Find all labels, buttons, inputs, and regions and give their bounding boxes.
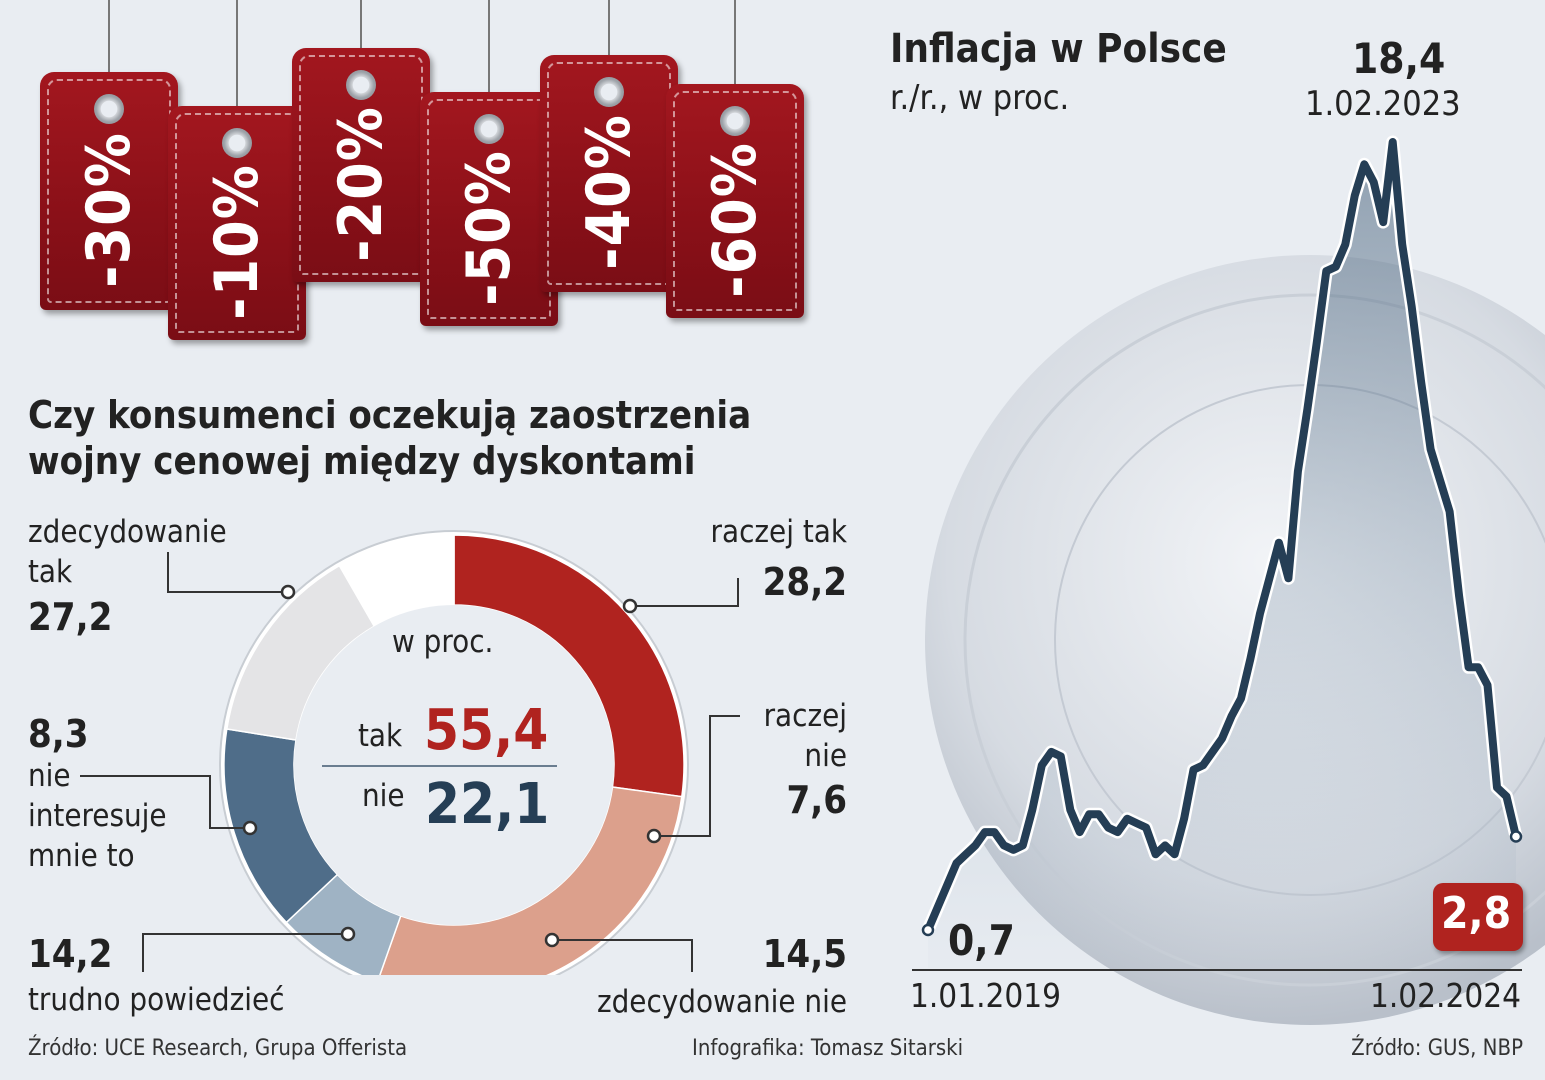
label-nie-interesuje-line3: mnie to (28, 838, 135, 874)
label-raczej-nie-line1: raczej (763, 698, 847, 734)
label-zdecydowanie-tak-line1: zdecydowanie (28, 514, 227, 550)
inflation-area (928, 142, 1516, 968)
inflation-title: Inflacja w Polsce (890, 26, 1227, 72)
price-tags-illustration: -30% -10% -20% -50% -40% -60% (0, 0, 830, 360)
inflation-start-point (921, 923, 935, 937)
label-nie-interesuje-line2: interesuje (28, 798, 167, 834)
tag-eyelet (594, 77, 624, 107)
price-tag: -30% (40, 72, 178, 310)
leader-dot-raczej-nie (646, 828, 662, 844)
tag-string (608, 0, 610, 91)
price-tag: -10% (168, 106, 306, 340)
tag-eyelet (720, 106, 750, 136)
tag-string (236, 0, 238, 142)
label-raczej-tak: raczej tak (710, 514, 847, 550)
yes-value: 55,4 (424, 698, 549, 763)
label-nie-interesuje-line1: nie (28, 758, 71, 794)
price-tag: -60% (666, 84, 804, 318)
label-zdecydowanie-tak: zdecydowanie tak (28, 512, 227, 592)
tag-stitching (673, 91, 797, 311)
label-raczej-nie-line2: nie (804, 738, 847, 774)
label-raczej-nie: raczej nie (764, 696, 847, 776)
leader-dot-zdecydowanie-tak (280, 584, 296, 600)
survey-title-line2: wojny cenowej między dyskontami (28, 439, 696, 483)
x-start-label: 1.01.2019 (910, 976, 1062, 1015)
leader-dot-nie-interesuje (242, 820, 258, 836)
peak-date: 1.02.2023 (1305, 84, 1461, 124)
value-zdecydowanie-nie: 14,5 (762, 932, 847, 976)
price-tag: -20% (292, 48, 430, 282)
peak-value: 18,4 (1352, 34, 1446, 83)
value-raczej-nie: 7,6 (786, 778, 847, 822)
inflation-source: Źródło: GUS, NBP (1351, 1036, 1523, 1061)
label-trudno: trudno powiedzieć (28, 982, 285, 1018)
tag-eyelet (474, 114, 504, 144)
coin-rim (963, 293, 1545, 987)
end-value: 2,8 (1441, 888, 1512, 939)
label-nie-interesuje: nie interesuje mnie to (28, 756, 167, 876)
tag-eyelet (346, 70, 376, 100)
survey-title: Czy konsumenci oczekują zaostrzenia wojn… (28, 392, 751, 484)
value-zdecydowanie-tak: 27,2 (28, 595, 113, 639)
survey-title-line1: Czy konsumenci oczekują zaostrzenia (28, 393, 752, 437)
inflation-subtitle: r./r., w proc. (890, 78, 1070, 118)
price-tag: -40% (540, 55, 678, 292)
tag-string (360, 0, 362, 84)
leader-dot-zdecydowanie-nie (544, 932, 560, 948)
no-value: 22,1 (425, 772, 550, 837)
label-zdecydowanie-tak-line2: tak (28, 554, 73, 590)
yes-label: tak (358, 718, 403, 754)
inflation-end-point (1509, 830, 1523, 843)
value-trudno: 14,2 (28, 932, 113, 976)
leader-dot-raczej-tak (622, 598, 638, 614)
leader-dot-trudno (340, 926, 356, 942)
start-value: 0,7 (948, 916, 1015, 965)
no-label: nie (362, 778, 405, 814)
credit: Infografika: Tomasz Sitarski (692, 1036, 964, 1061)
tag-eyelet (94, 94, 124, 124)
tag-string (488, 0, 490, 128)
inflation-line (924, 138, 1520, 932)
tag-eyelet (222, 128, 252, 158)
value-raczej-tak: 28,2 (762, 560, 847, 604)
label-zdecydowanie-nie: zdecydowanie nie (596, 984, 847, 1020)
value-nie-interesuje: 8,3 (28, 712, 89, 756)
tag-string (108, 0, 110, 108)
donut-chart (219, 530, 689, 975)
center-divider (322, 765, 557, 767)
x-end-label: 1.02.2024 (1369, 976, 1521, 1015)
end-value-badge (1433, 883, 1523, 951)
inflation-line-chart (912, 135, 1545, 1025)
price-tag: -50% (420, 92, 558, 326)
tag-string (734, 0, 736, 120)
donut-unit-label: w proc. (392, 624, 494, 660)
survey-source: Źródło: UCE Research, Grupa Offerista (28, 1036, 408, 1061)
